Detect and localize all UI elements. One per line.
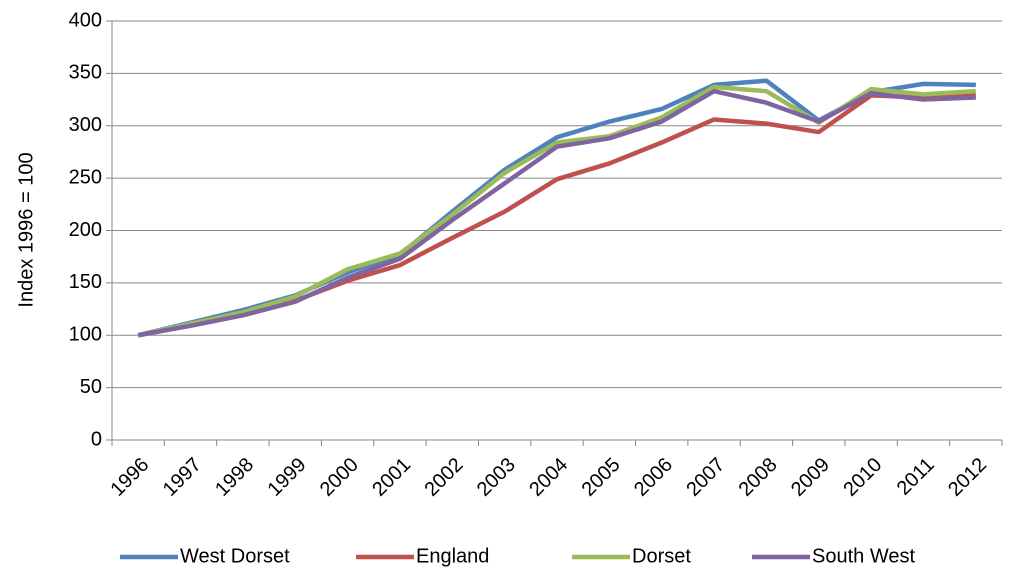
- x-tick-label: 2000: [316, 454, 363, 501]
- x-tick-label: 2007: [682, 454, 729, 501]
- x-tick-label: 1998: [211, 454, 258, 501]
- series-line: [137, 84, 976, 338]
- y-tick-label: 250: [69, 166, 102, 188]
- y-tick-label: 400: [69, 9, 102, 31]
- x-tick-label: 2012: [944, 454, 991, 501]
- series-line: [137, 78, 976, 338]
- y-tick-label: 50: [80, 376, 102, 398]
- x-tick-label: 1996: [106, 454, 153, 501]
- series-line: [137, 93, 976, 338]
- x-tick-label: 2006: [630, 454, 677, 501]
- y-axis-label: Index 1996 = 100: [15, 152, 37, 307]
- x-tick-label: 2010: [839, 454, 886, 501]
- legend-label: Dorset: [632, 545, 691, 567]
- y-tick-label: 350: [69, 62, 102, 84]
- series-line: [137, 88, 976, 338]
- x-tick-label: 1997: [159, 454, 206, 501]
- y-tick-label: 300: [69, 114, 102, 136]
- y-tick-label: 0: [91, 428, 102, 450]
- x-tick-label: 2004: [525, 454, 572, 501]
- legend-label: West Dorset: [180, 545, 290, 567]
- x-tick-label: 2005: [578, 454, 625, 501]
- legend-label: England: [416, 545, 489, 567]
- x-tick-label: 2003: [473, 454, 520, 501]
- x-tick-label: 1999: [263, 454, 310, 501]
- y-tick-label: 200: [69, 219, 102, 241]
- x-tick-label: 2009: [787, 454, 834, 501]
- x-tick-label: 2002: [421, 454, 468, 501]
- x-tick-label: 2001: [368, 454, 415, 501]
- y-tick-label: 100: [69, 324, 102, 346]
- x-tick-label: 2011: [893, 454, 939, 500]
- legend-label: South West: [812, 545, 915, 567]
- y-tick-label: 150: [69, 271, 102, 293]
- x-tick-label: 2008: [735, 454, 782, 501]
